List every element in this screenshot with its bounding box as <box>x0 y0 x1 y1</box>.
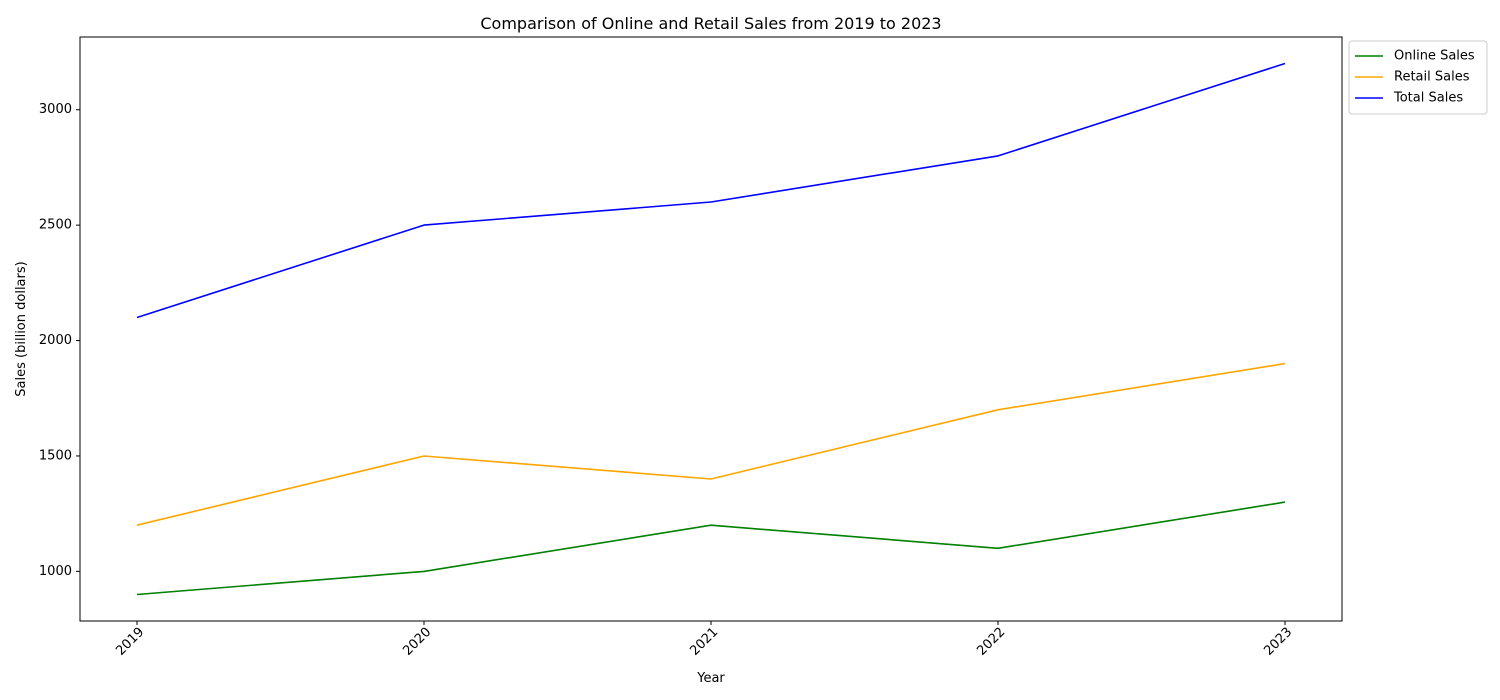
y-axis: 1000 1500 2000 2500 3000 <box>39 102 80 579</box>
legend-label-2: Total Sales <box>1393 91 1463 106</box>
x-axis-label: Year <box>696 671 725 686</box>
y-tick-label-2: 2000 <box>39 333 72 348</box>
series-line-0 <box>136 501 1286 596</box>
series-line-2 <box>136 62 1286 319</box>
y-tick-label-1: 1500 <box>39 448 72 463</box>
legend-label-1: Retail Sales <box>1394 70 1470 85</box>
legend: Online Sales Retail Sales Total Sales <box>1348 40 1488 115</box>
plot-lines <box>136 62 1286 596</box>
series-line-1 <box>136 362 1286 526</box>
legend-label-0: Online Sales <box>1394 49 1475 64</box>
y-tick-label-3: 2500 <box>39 218 72 233</box>
y-tick-label-0: 1000 <box>39 564 72 579</box>
legend-box <box>1348 40 1488 115</box>
chart-title: Comparison of Online and Retail Sales fr… <box>480 14 941 33</box>
y-axis-label: Sales (billion dollars) <box>14 261 29 396</box>
y-tick-label-4: 3000 <box>39 102 72 117</box>
